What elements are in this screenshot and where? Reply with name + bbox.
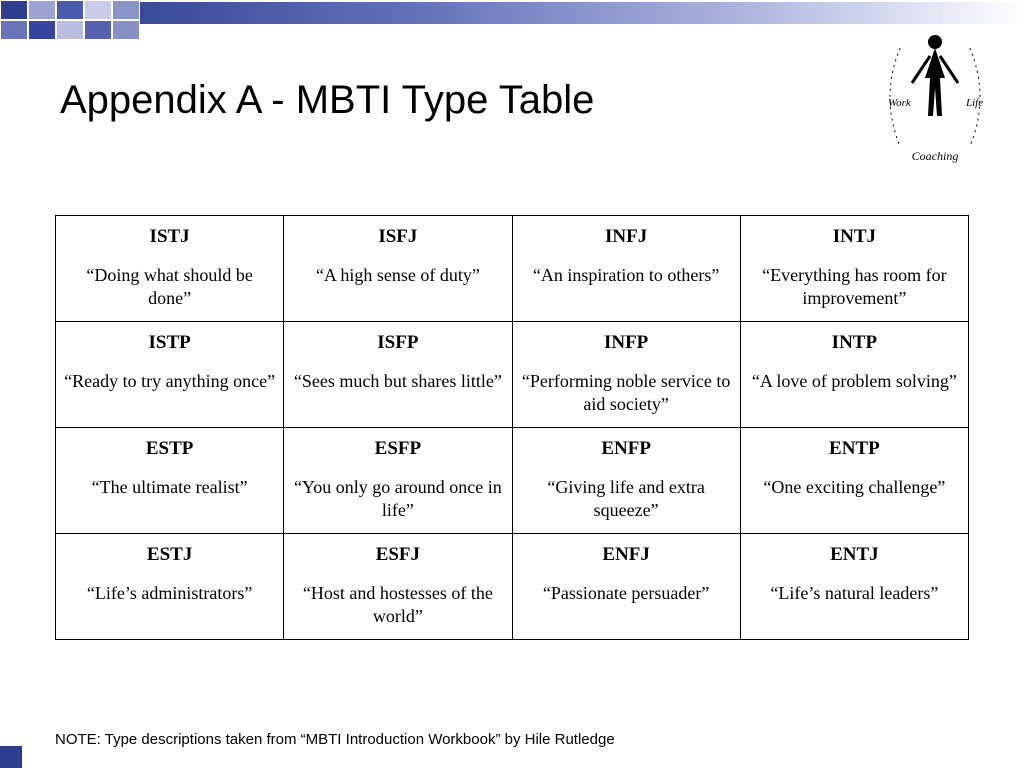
type-cell: INFP “Performing noble service to aid soc… bbox=[512, 322, 740, 428]
table-row: ISTP “Ready to try anything once” ISFP “See… bbox=[56, 322, 969, 428]
type-quote: “Performing noble service to aid society… bbox=[521, 370, 732, 415]
type-code: ENFP bbox=[521, 438, 732, 460]
type-quote: “Sees much but shares little” bbox=[292, 370, 503, 393]
type-quote: “Giving life and extra squeeze” bbox=[521, 476, 732, 521]
type-code: INTJ bbox=[749, 226, 960, 248]
type-code: ENTJ bbox=[749, 544, 960, 566]
type-cell: ISFP “Sees much but shares little” bbox=[284, 322, 512, 428]
topbar-squares bbox=[0, 0, 140, 40]
table-row: ISTJ “Doing what should be done” ISFJ “A hi… bbox=[56, 216, 969, 322]
corner-square-decoration bbox=[0, 746, 22, 768]
type-code: ISTJ bbox=[64, 226, 275, 248]
type-quote: “A high sense of duty” bbox=[292, 264, 503, 287]
type-cell: ESFJ “Host and hostesses of the world” bbox=[284, 534, 512, 640]
type-code: INTP bbox=[749, 332, 960, 354]
type-code: INFP bbox=[521, 332, 732, 354]
type-quote: “Everything has room for improvement” bbox=[749, 264, 960, 309]
type-quote: “Life’s natural leaders” bbox=[749, 582, 960, 605]
type-code: ISFJ bbox=[292, 226, 503, 248]
type-code: ESTJ bbox=[64, 544, 275, 566]
type-cell: ISTP “Ready to try anything once” bbox=[56, 322, 284, 428]
type-cell: ENFP “Giving life and extra squeeze” bbox=[512, 428, 740, 534]
type-cell: ESTP “The ultimate realist” bbox=[56, 428, 284, 534]
type-code: ISTP bbox=[64, 332, 275, 354]
type-quote: “The ultimate realist” bbox=[64, 476, 275, 499]
logo-bottom-label: Coaching bbox=[912, 149, 959, 163]
type-quote: “Passionate persuader” bbox=[521, 582, 732, 605]
topbar-gradient bbox=[140, 2, 1024, 24]
type-quote: “You only go around once in life” bbox=[292, 476, 503, 521]
type-cell: ESTJ “Life’s administrators” bbox=[56, 534, 284, 640]
type-cell: ISFJ “A high sense of duty” bbox=[284, 216, 512, 322]
type-cell: ENTJ “Life’s natural leaders” bbox=[740, 534, 968, 640]
type-quote: “One exciting challenge” bbox=[749, 476, 960, 499]
type-quote: “Life’s administrators” bbox=[64, 582, 275, 605]
type-cell: ENTP “One exciting challenge” bbox=[740, 428, 968, 534]
type-cell: INFJ “An inspiration to others” bbox=[512, 216, 740, 322]
type-cell: INTJ “Everything has room for improvement… bbox=[740, 216, 968, 322]
type-code: ESFJ bbox=[292, 544, 503, 566]
page-title: Appendix A - MBTI Type Table bbox=[60, 78, 594, 123]
mbti-type-table: ISTJ “Doing what should be done” ISFJ “A hi… bbox=[55, 215, 969, 640]
table-row: ESTP “The ultimate realist” ESFP “You only … bbox=[56, 428, 969, 534]
logo-icon: Work Life Coaching bbox=[870, 28, 1000, 168]
type-code: ESFP bbox=[292, 438, 503, 460]
type-cell: ISTJ “Doing what should be done” bbox=[56, 216, 284, 322]
logo-left-label: Work bbox=[888, 97, 912, 109]
type-code: ENFJ bbox=[521, 544, 732, 566]
type-quote: “Ready to try anything once” bbox=[64, 370, 275, 393]
logo: Work Life Coaching bbox=[870, 28, 1000, 168]
type-cell: ENFJ “Passionate persuader” bbox=[512, 534, 740, 640]
type-quote: “Doing what should be done” bbox=[64, 264, 275, 309]
logo-right-label: Life bbox=[965, 97, 983, 109]
table-row: ESTJ “Life’s administrators” ESFJ “Host and… bbox=[56, 534, 969, 640]
type-quote: “Host and hostesses of the world” bbox=[292, 582, 503, 627]
footnote: NOTE: Type descriptions taken from “MBTI… bbox=[55, 731, 615, 748]
type-quote: “A love of problem solving” bbox=[749, 370, 960, 393]
type-code: ISFP bbox=[292, 332, 503, 354]
type-quote: “An inspiration to others” bbox=[521, 264, 732, 287]
type-code: INFJ bbox=[521, 226, 732, 248]
type-cell: INTP “A love of problem solving” bbox=[740, 322, 968, 428]
type-cell: ESFP “You only go around once in life” bbox=[284, 428, 512, 534]
type-code: ENTP bbox=[749, 438, 960, 460]
type-code: ESTP bbox=[64, 438, 275, 460]
